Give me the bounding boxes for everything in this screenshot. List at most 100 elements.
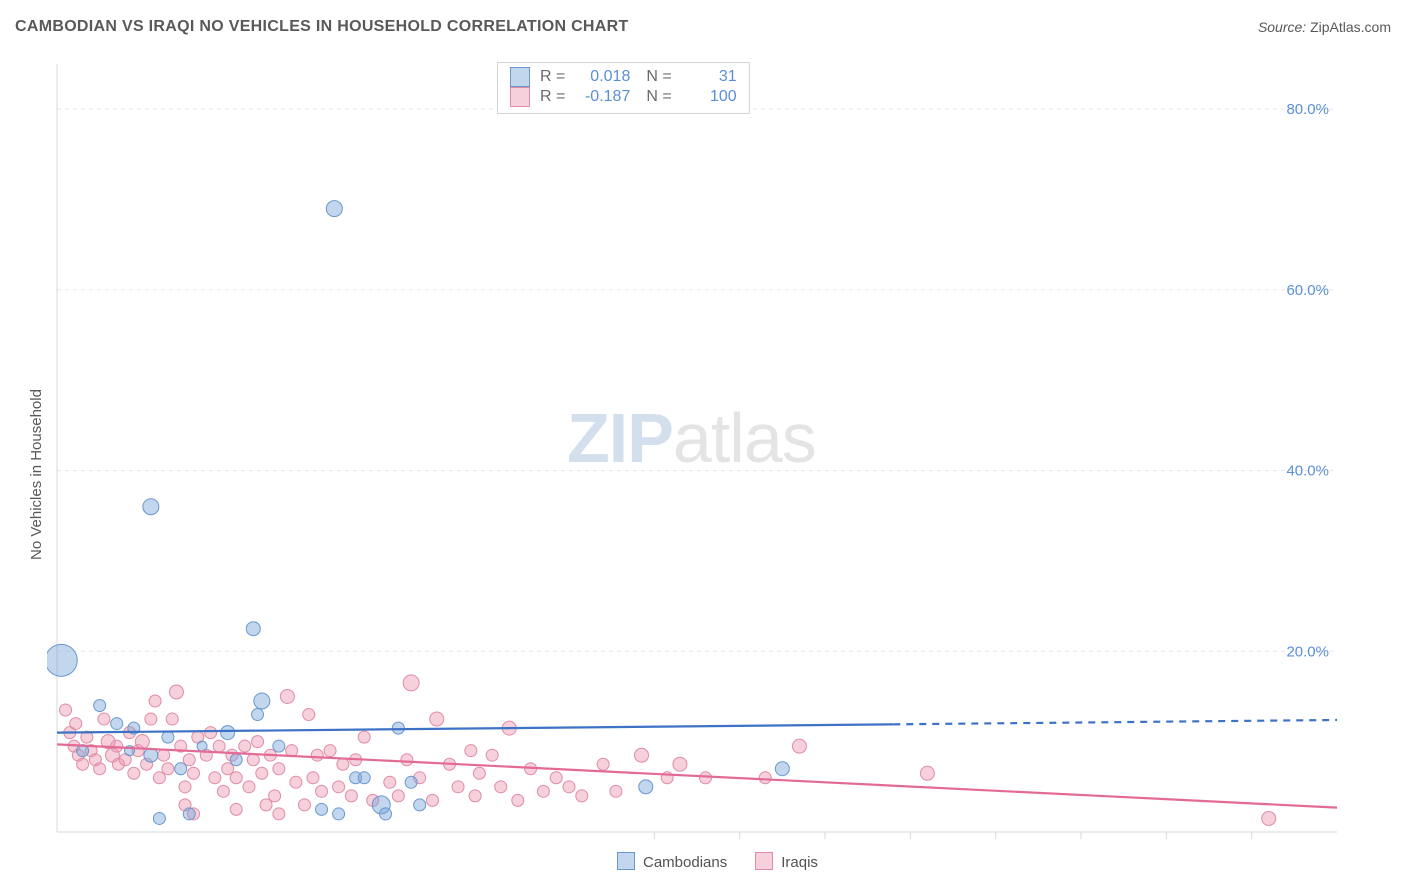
data-point <box>465 745 477 757</box>
data-point <box>145 713 157 725</box>
data-point <box>128 767 140 779</box>
data-point <box>280 689 294 703</box>
r-value: -0.187 <box>575 87 630 107</box>
data-point <box>469 790 481 802</box>
n-label: N = <box>646 87 671 107</box>
data-point <box>550 772 562 784</box>
data-point <box>358 772 370 784</box>
data-point <box>380 808 392 820</box>
data-point <box>149 695 161 707</box>
r-label: R = <box>540 67 565 87</box>
n-label: N = <box>646 67 671 87</box>
data-point <box>77 758 89 770</box>
data-point <box>610 785 622 797</box>
data-point <box>60 704 72 716</box>
correlation-legend: R = 0.018 N = 31 R = -0.187 N = 100 <box>497 62 750 114</box>
y-tick-label: 20.0% <box>1286 643 1329 660</box>
y-axis-title: No Vehicles in Household <box>28 389 45 560</box>
data-point <box>792 739 806 753</box>
data-point <box>230 754 242 766</box>
data-point <box>246 622 260 636</box>
data-point <box>209 772 221 784</box>
data-point <box>213 740 225 752</box>
legend-item: Iraqis <box>755 852 818 871</box>
y-tick-label: 40.0% <box>1286 463 1329 480</box>
legend-label: Iraqis <box>781 854 818 871</box>
data-point <box>414 799 426 811</box>
data-point <box>430 712 444 726</box>
data-point <box>452 781 464 793</box>
data-point <box>639 780 653 794</box>
data-point <box>158 749 170 761</box>
data-point <box>273 763 285 775</box>
data-point <box>426 794 438 806</box>
legend-swatch <box>755 852 773 870</box>
n-value: 31 <box>682 67 737 87</box>
data-point <box>920 766 934 780</box>
data-point <box>273 808 285 820</box>
data-point <box>230 803 242 815</box>
data-point <box>405 776 417 788</box>
data-point <box>256 767 268 779</box>
series-iraqis <box>60 675 1276 826</box>
legend-label: Cambodians <box>643 854 727 871</box>
data-point <box>254 693 270 709</box>
data-point <box>486 749 498 761</box>
data-point <box>537 785 549 797</box>
data-point <box>358 731 370 743</box>
trend-line-dashed <box>893 720 1337 724</box>
scatter-chart-svg: 20.0%40.0%60.0%80.0%0.0%15.0% <box>47 60 1347 840</box>
data-point <box>94 700 106 712</box>
data-point <box>1262 811 1276 825</box>
legend-swatch <box>617 852 635 870</box>
source-value: ZipAtlas.com <box>1310 19 1391 35</box>
data-point <box>324 745 336 757</box>
data-point <box>512 794 524 806</box>
data-point <box>143 499 159 515</box>
r-label: R = <box>540 87 565 107</box>
data-point <box>775 762 789 776</box>
data-point <box>230 772 242 784</box>
data-point <box>473 767 485 779</box>
data-point <box>673 757 687 771</box>
y-tick-label: 60.0% <box>1286 282 1329 299</box>
data-point <box>392 722 404 734</box>
data-point <box>303 709 315 721</box>
data-point <box>384 776 396 788</box>
r-value: 0.018 <box>575 67 630 87</box>
data-point <box>166 713 178 725</box>
data-point <box>47 644 77 676</box>
data-point <box>311 749 323 761</box>
chart-plot-area: 20.0%40.0%60.0%80.0%0.0%15.0% ZIPatlas R… <box>47 60 1347 840</box>
data-point <box>252 709 264 721</box>
trend-line-solid <box>57 724 893 732</box>
data-point <box>135 735 149 749</box>
data-point <box>169 685 183 699</box>
data-point <box>563 781 575 793</box>
data-point <box>316 803 328 815</box>
data-point <box>333 781 345 793</box>
correlation-legend-row: R = -0.187 N = 100 <box>510 87 737 107</box>
data-point <box>307 772 319 784</box>
data-point <box>94 763 106 775</box>
data-point <box>290 776 302 788</box>
legend-item: Cambodians <box>617 852 727 871</box>
data-point <box>298 799 310 811</box>
data-point <box>243 781 255 793</box>
data-point <box>635 748 649 762</box>
data-point <box>337 758 349 770</box>
data-point <box>597 758 609 770</box>
data-point <box>401 754 413 766</box>
data-point <box>188 767 200 779</box>
data-point <box>700 772 712 784</box>
data-point <box>111 718 123 730</box>
data-point <box>273 740 285 752</box>
data-point <box>247 754 259 766</box>
data-point <box>316 785 328 797</box>
data-point <box>759 772 771 784</box>
data-point <box>345 790 357 802</box>
n-value: 100 <box>682 87 737 107</box>
trend-line-solid <box>57 744 1337 807</box>
data-point <box>162 731 174 743</box>
data-point <box>495 781 507 793</box>
